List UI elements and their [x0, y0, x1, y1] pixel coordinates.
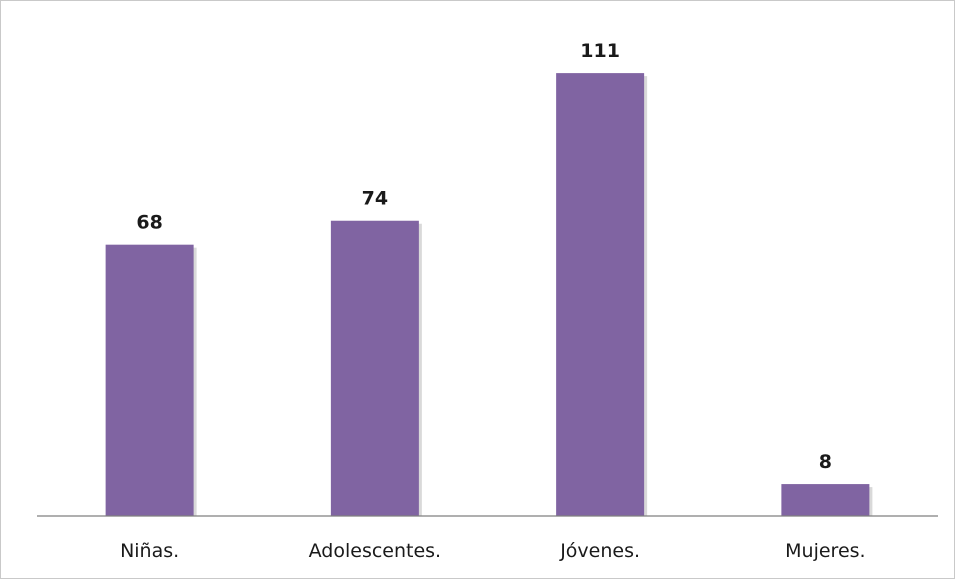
x-tick-label-ninas: Niñas. [120, 540, 179, 562]
data-label-jovenes: 111 [580, 40, 620, 62]
bar-jovenes [556, 73, 645, 517]
x-tick-label-adolescentes: Adolescentes. [309, 540, 441, 562]
data-label-mujeres: 8 [819, 451, 832, 473]
bar-adolescentes [330, 220, 419, 517]
data-label-ninas: 68 [136, 212, 162, 234]
bar-mujeres [781, 484, 870, 516]
data-label-adolescentes: 74 [362, 188, 388, 210]
labels-layer: 68 Niñas. 74 Adolescentes. 111 Jóvenes. 8 Mujer… [120, 40, 866, 562]
x-tick-label-mujeres: Mujeres. [785, 540, 865, 562]
bars-layer [105, 73, 873, 517]
x-tick-label-jovenes: Jóvenes. [559, 540, 640, 562]
bar-ninas [105, 244, 194, 516]
